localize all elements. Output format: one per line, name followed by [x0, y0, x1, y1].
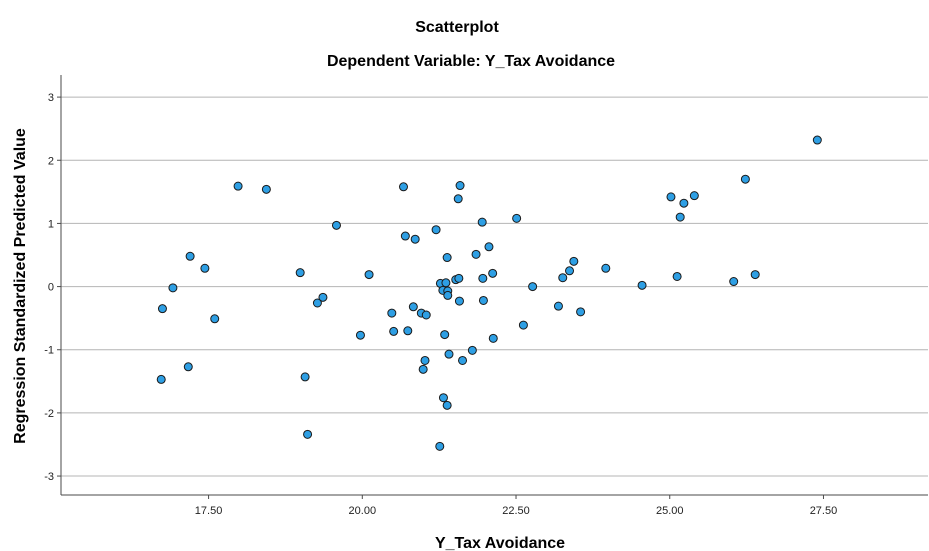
scatter-point — [442, 400, 452, 410]
scatter-point — [484, 242, 494, 252]
scatter-point — [295, 268, 305, 278]
scatter-point — [442, 253, 452, 263]
scatter-point — [318, 292, 328, 302]
scatter-point — [200, 263, 210, 273]
scatter-point — [454, 296, 464, 306]
scatter-point — [675, 212, 685, 222]
scatter-point — [477, 217, 487, 227]
scatter-point — [431, 225, 441, 235]
scatter-point — [183, 362, 193, 372]
scatter-point — [455, 181, 465, 191]
x-tick-label: 25.00 — [656, 505, 684, 517]
scatter-point — [750, 270, 760, 280]
scatter-point — [558, 273, 568, 283]
scatter-point — [553, 301, 563, 311]
scatter-point — [471, 249, 481, 259]
scatter-point — [420, 355, 430, 365]
scatter-point — [528, 282, 538, 292]
scatter-point — [458, 355, 468, 365]
scatter-point — [233, 181, 243, 191]
scatter-point — [300, 372, 310, 382]
x-axis-ticks: 17.50 20.00 22.50 25.00 27.50 — [195, 495, 837, 517]
scatter-point — [679, 198, 689, 208]
scatter-point — [398, 182, 408, 192]
scatter-point — [387, 308, 397, 318]
x-tick-label: 20.00 — [349, 505, 377, 517]
scatter-point — [355, 330, 365, 340]
scatter-point — [438, 393, 448, 403]
y-tick-label: 0 — [48, 282, 54, 294]
scatter-point — [740, 174, 750, 184]
chart-title: Scatterplot — [415, 19, 499, 36]
scatter-point — [454, 273, 464, 283]
scatter-point — [601, 263, 611, 273]
scatter-point — [666, 192, 676, 202]
x-tick-label: 22.50 — [502, 505, 530, 517]
scatter-point — [389, 326, 399, 336]
y-tick-label: -1 — [44, 345, 54, 357]
scatter-point — [418, 364, 428, 374]
scatter-point — [478, 295, 488, 305]
scatter-point — [440, 330, 450, 340]
scatter-point — [672, 271, 682, 281]
y-tick-label: -2 — [44, 408, 54, 420]
scatter-point — [303, 429, 313, 439]
chart-subtitle: Dependent Variable: Y_Tax Avoidance — [327, 53, 615, 70]
scatter-point — [435, 441, 445, 451]
scatter-point — [331, 220, 341, 230]
scatter-point — [637, 280, 647, 290]
y-axis-title: Regression Standardized Predicted Value — [12, 128, 29, 444]
scatter-point — [689, 191, 699, 201]
scatter-point — [444, 349, 454, 359]
scatter-point — [441, 278, 451, 288]
scatter-point — [576, 307, 586, 317]
x-tick-label: 27.50 — [810, 505, 838, 517]
scatter-point — [453, 194, 463, 204]
scatter-point — [512, 213, 522, 223]
scatter-point — [478, 273, 488, 283]
scatter-point — [210, 314, 220, 324]
scatter-point — [408, 302, 418, 312]
scatter-point — [518, 320, 528, 330]
scatter-point — [569, 256, 579, 266]
gridlines — [61, 96, 928, 477]
y-tick-label: 2 — [48, 155, 54, 167]
scatter-point — [168, 283, 178, 293]
scatter-point — [565, 266, 575, 276]
scatter-point — [443, 290, 453, 300]
scatter-point — [157, 304, 167, 314]
data-points — [156, 135, 822, 451]
scatter-point — [488, 333, 498, 343]
scatter-point — [410, 234, 420, 244]
scatter-point — [488, 268, 498, 278]
scatter-point — [812, 135, 822, 145]
scatter-point — [729, 277, 739, 287]
scatter-point — [467, 345, 477, 355]
scatter-point — [312, 298, 322, 308]
scatter-point — [364, 270, 374, 280]
y-tick-label: 3 — [48, 92, 54, 104]
y-axis-ticks: 3 2 1 0 -1 -2 -3 — [44, 92, 61, 483]
x-axis-title: Y_Tax Avoidance — [435, 535, 565, 551]
x-tick-label: 17.50 — [195, 505, 223, 517]
scatter-point — [185, 251, 195, 261]
scatter-point — [261, 184, 271, 194]
y-tick-label: 1 — [48, 218, 54, 230]
y-tick-label: -3 — [44, 471, 54, 483]
scatter-point — [421, 310, 431, 320]
scatter-point — [400, 231, 410, 241]
scatter-point — [156, 374, 166, 384]
scatter-point — [403, 326, 413, 336]
